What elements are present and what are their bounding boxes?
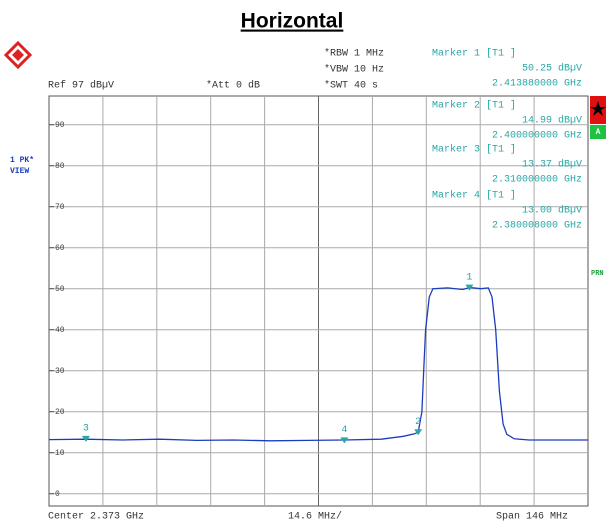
marker-title: Marker 1 [T1 ] xyxy=(432,48,516,60)
y-tick-label: 30 xyxy=(55,367,65,376)
y-tick-label: 40 xyxy=(55,326,65,335)
prn-label: PRN xyxy=(591,270,604,278)
span: Span 146 MHz xyxy=(496,512,568,522)
marker-title: Marker 2 [T1 ] xyxy=(432,100,516,112)
y-tick-label: 0 xyxy=(55,490,60,499)
y-tick-label: 50 xyxy=(55,285,65,294)
y-tick-label: 70 xyxy=(55,203,65,212)
freq-per-div: 14.6 MHz/ xyxy=(288,511,342,522)
center-freq: Center 2.373 GHz xyxy=(48,512,144,522)
logo xyxy=(3,40,33,70)
marker-triangle xyxy=(465,284,474,291)
marker-triangle xyxy=(81,435,90,442)
marker-level: 50.25 dBµV xyxy=(522,63,582,75)
marker-number: 2 xyxy=(415,417,421,428)
marker-freq: 2.380008000 GHz xyxy=(492,221,582,232)
y-tick-label: 10 xyxy=(55,449,65,458)
marker-freq: 2.413880000 GHz xyxy=(492,79,582,90)
marker-level: 14.99 dBµV xyxy=(522,115,582,127)
trace-line xyxy=(48,286,588,442)
marker-title: Marker 4 [T1 ] xyxy=(432,190,516,202)
marker-triangle xyxy=(340,437,349,444)
marker-level: 13.00 dBµV xyxy=(522,205,582,217)
star-icon xyxy=(590,101,606,116)
y-tick-label: 20 xyxy=(55,408,65,417)
marker-level: 13.37 dBµV xyxy=(522,159,582,171)
trace-info: 1 PK* xyxy=(10,156,34,165)
sweep-time: *SWT 40 s xyxy=(324,80,378,92)
marker-triangle xyxy=(414,429,423,436)
a-label: A xyxy=(596,128,601,137)
marker-number: 1 xyxy=(466,272,472,283)
attenuation: *Att 0 dB xyxy=(206,80,260,92)
marker-freq: 2.400000000 GHz xyxy=(492,131,582,142)
marker-number: 3 xyxy=(83,424,89,435)
marker-number: 4 xyxy=(341,425,347,436)
rbw: *RBW 1 MHz xyxy=(324,48,384,60)
marker-freq: 2.310000000 GHz xyxy=(492,175,582,186)
vbw: *VBW 10 Hz xyxy=(324,64,384,76)
ref-level: Ref 97 dBµV xyxy=(48,80,114,92)
trace-view: VIEW xyxy=(10,167,29,176)
y-tick-label: 90 xyxy=(55,121,65,130)
title: Horizontal xyxy=(241,10,344,33)
a-box xyxy=(590,125,606,139)
marker-title: Marker 3 [T1 ] xyxy=(432,144,516,156)
y-tick-label: 60 xyxy=(55,244,65,253)
y-tick-label: 80 xyxy=(55,162,65,171)
